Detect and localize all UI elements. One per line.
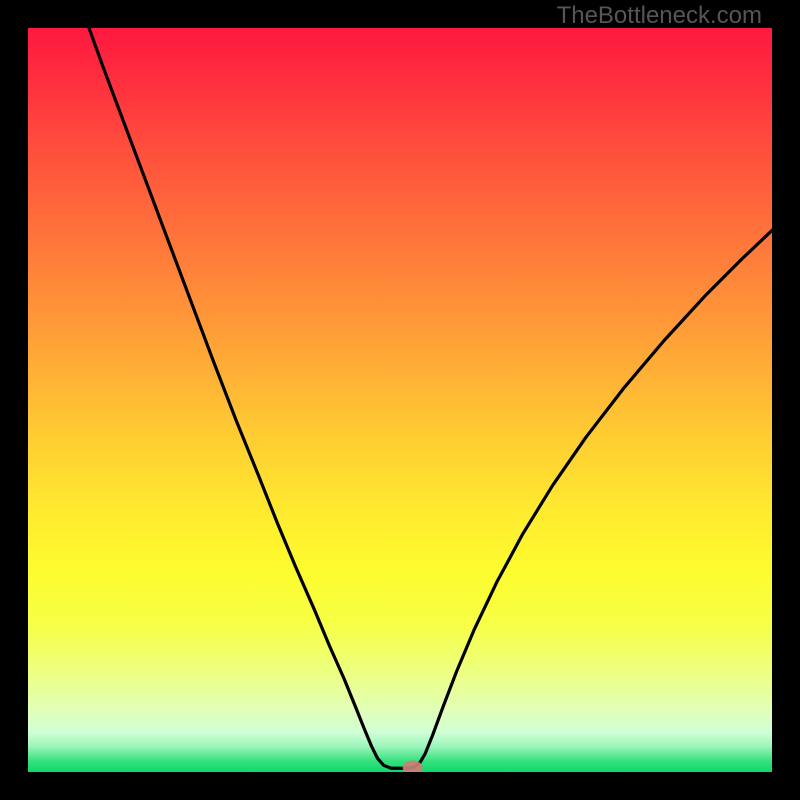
chart-frame: TheBottleneck.com xyxy=(0,0,800,800)
watermark-text: TheBottleneck.com xyxy=(557,2,762,30)
gradient-background xyxy=(28,28,772,772)
plot-area xyxy=(28,28,772,772)
chart-svg xyxy=(28,28,772,772)
